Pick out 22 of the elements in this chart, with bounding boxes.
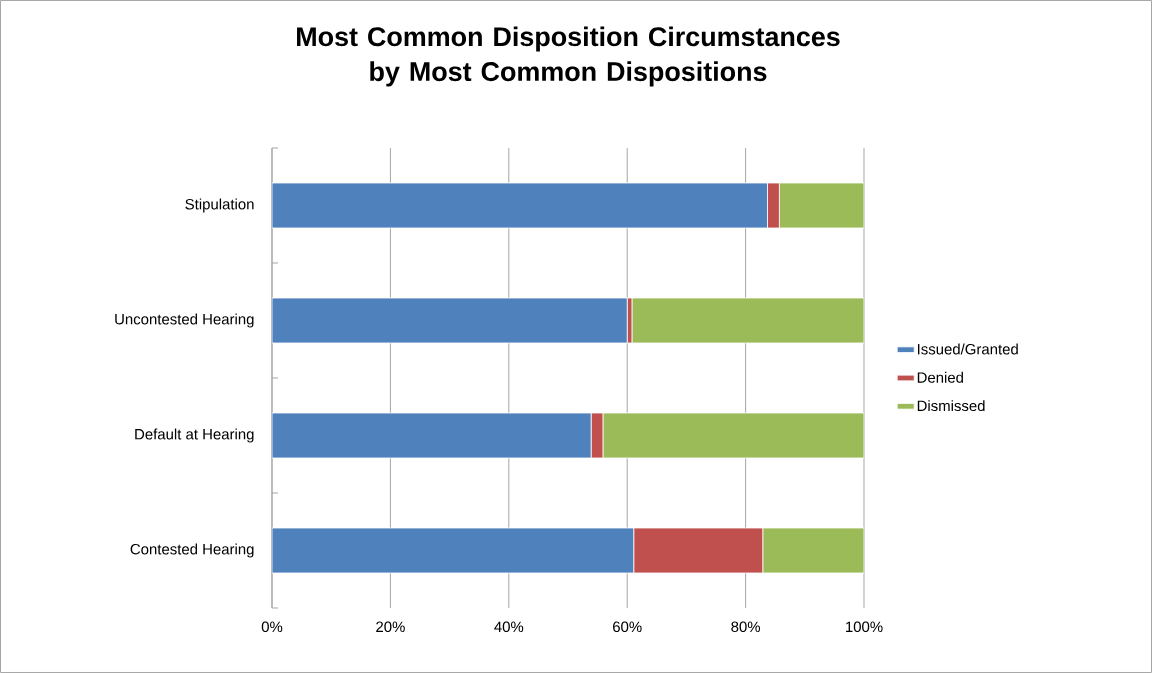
bar: [272, 527, 635, 574]
chart-title: Most Common Disposition Circumstances by Most Common Dispositions: [297, 26, 840, 87]
x-tick-label: 60%: [613, 621, 642, 633]
bar: [272, 412, 592, 459]
x-tick-label: 20%: [376, 621, 405, 633]
legend-label: Dismissed: [917, 400, 985, 412]
bar: [631, 297, 865, 344]
y-tick-label: Contested Hearing: [130, 543, 254, 558]
y-tick-label: Default at Hearing: [135, 428, 254, 443]
x-tick-label: 0%: [261, 621, 283, 633]
bar: [272, 182, 768, 229]
y-tick-label: Stipulation: [185, 198, 254, 213]
bar: [272, 297, 628, 344]
legend-label: Denied: [917, 371, 963, 383]
x-tick-label: 100%: [846, 621, 883, 633]
bar: [778, 182, 865, 229]
bar: [602, 412, 865, 459]
x-tick-label: 80%: [731, 621, 761, 633]
x-tick-label: 40%: [494, 621, 524, 633]
bar: [762, 527, 865, 574]
legend-label: Issued/Granted: [917, 343, 1018, 355]
y-tick-label: Uncontested Hearing: [115, 313, 254, 328]
